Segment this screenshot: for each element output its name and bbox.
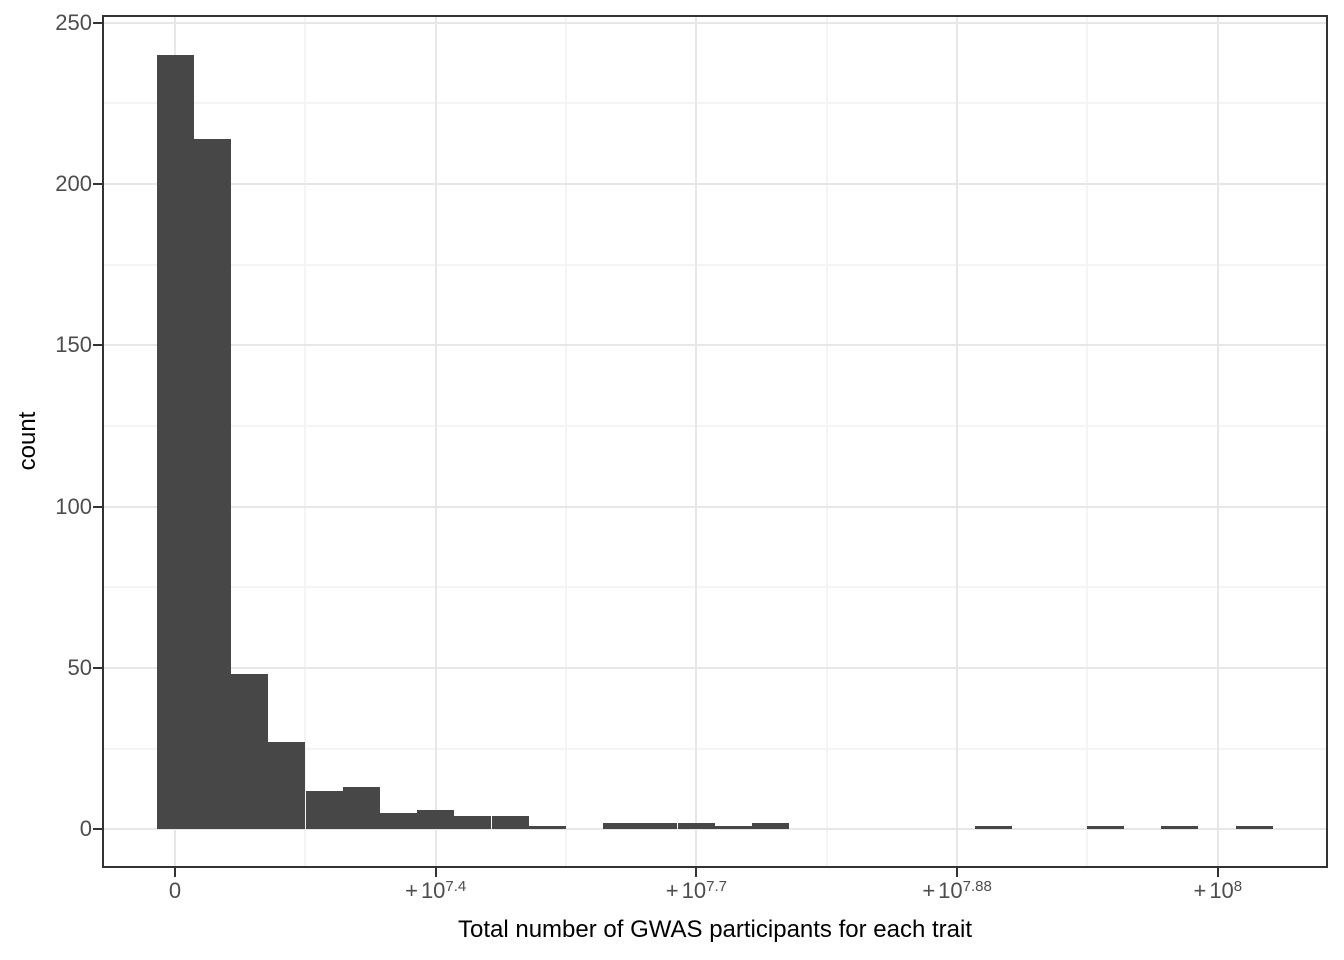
gridline-h-major: [104, 828, 1326, 831]
histogram-bar: [156, 54, 194, 830]
gridline-v-major: [434, 17, 437, 866]
y-tick-label: 50: [67, 654, 92, 680]
histogram-bar: [528, 826, 566, 830]
gridline-v-minor: [565, 17, 568, 866]
histogram-bar: [454, 816, 492, 830]
y-tick-label: 250: [55, 9, 92, 35]
histogram-bar: [1235, 826, 1273, 830]
histogram-bar: [640, 822, 678, 830]
gridline-v-minor: [304, 17, 307, 866]
x-tick-label: +108: [1193, 878, 1243, 903]
gridline-h-minor: [104, 586, 1326, 589]
y-axis-tick: [93, 505, 102, 508]
histogram-bar: [231, 674, 269, 830]
histogram-bar: [603, 822, 641, 830]
x-axis-tick: [695, 868, 698, 877]
x-axis-tick: [956, 868, 959, 877]
gridline-h-major: [104, 344, 1326, 347]
x-tick-label: +107.88: [922, 878, 992, 903]
plot-panel: [102, 15, 1328, 868]
y-axis-title: count: [14, 411, 41, 471]
gridline-h-minor: [104, 102, 1326, 105]
histogram-bar: [417, 809, 455, 830]
y-tick-label: 0: [79, 816, 92, 842]
histogram-bar: [714, 826, 752, 830]
y-tick-label: 150: [55, 332, 92, 358]
histogram-bar: [677, 822, 715, 830]
y-axis-tick: [93, 21, 102, 24]
histogram-bar: [305, 790, 343, 830]
gridline-h-minor: [104, 425, 1326, 427]
gridline-h-major: [104, 21, 1326, 24]
plot-area: [104, 17, 1326, 866]
histogram-bar: [1161, 826, 1199, 830]
histogram-bar: [1086, 826, 1124, 830]
histogram-bar: [379, 813, 418, 830]
gridline-h-major: [104, 666, 1326, 669]
x-axis-title: Total number of GWAS participants for ea…: [458, 916, 972, 943]
x-axis-tick: [434, 868, 437, 877]
gridline-v-minor: [825, 17, 828, 866]
x-tick-label: +107.4: [405, 878, 467, 903]
gridline-v-major: [956, 17, 959, 866]
gridline-h-major: [104, 505, 1326, 508]
y-tick-label: 200: [55, 171, 92, 197]
histogram-bar: [975, 826, 1013, 830]
histogram-bar: [751, 822, 790, 830]
y-axis-tick: [93, 666, 102, 669]
y-axis-tick: [93, 828, 102, 831]
y-axis-tick: [93, 344, 102, 347]
gridline-h-minor: [104, 747, 1326, 750]
gridline-h-major: [104, 183, 1326, 186]
histogram-bar: [193, 138, 232, 830]
gridline-h-minor: [104, 263, 1326, 266]
x-axis-tick: [174, 868, 176, 877]
gridline-v-major: [695, 17, 698, 866]
histogram-bar: [268, 742, 306, 830]
y-axis-tick: [93, 183, 102, 186]
histogram-bar: [342, 787, 380, 830]
x-tick-label: 0: [168, 878, 182, 903]
y-tick-label: 100: [55, 493, 92, 519]
histogram-bar: [491, 816, 529, 830]
x-axis-tick: [1216, 868, 1219, 877]
gridline-v-major: [1216, 17, 1219, 866]
gridline-v-minor: [1086, 17, 1089, 866]
x-tick-label: +107.7: [665, 878, 727, 903]
